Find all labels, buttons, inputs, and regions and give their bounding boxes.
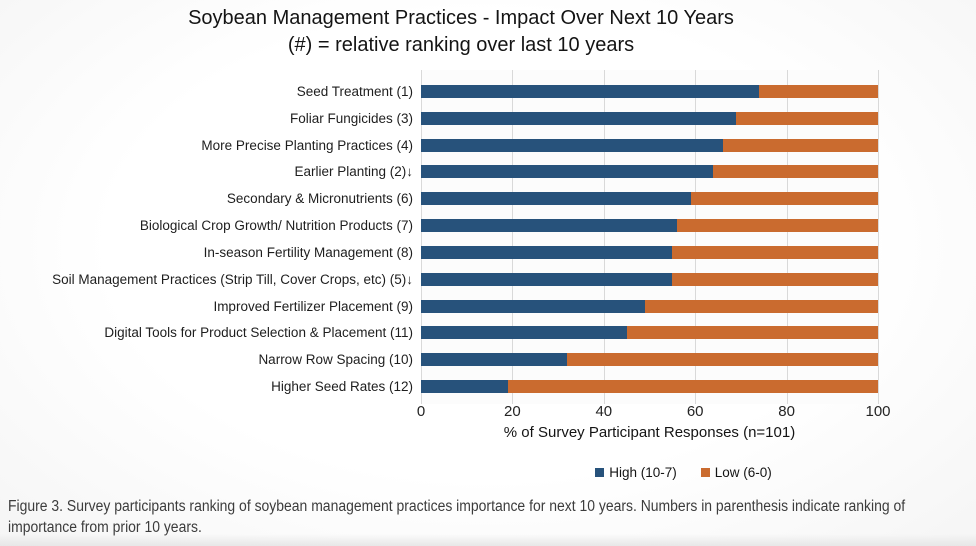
x-tick-label-80: 80 [778, 403, 795, 420]
category-label: Biological Crop Growth/ Nutrition Produc… [139, 218, 413, 234]
bar-track [421, 326, 878, 340]
bar-track [421, 353, 878, 367]
bar-row [421, 185, 878, 212]
category-label: Digital Tools for Product Selection & Pl… [104, 325, 413, 341]
category-label: Improved Fertilizer Placement (9) [213, 298, 413, 314]
category-label: Seed Treatment (1) [296, 83, 413, 99]
x-tick-label-100: 100 [865, 403, 891, 420]
category-label: Secondary & Micronutrients (6) [226, 191, 413, 207]
bar-segment-low [713, 165, 878, 179]
bar-track [421, 192, 878, 206]
x-tick-label-0: 0 [416, 403, 426, 420]
bar-segment-low [722, 138, 878, 152]
bar-segment-low [507, 380, 878, 394]
bar-segment-high [421, 85, 760, 98]
bar-segment-low [676, 219, 878, 233]
legend-label: Low (6-0) [714, 464, 772, 480]
category-label: Narrow Row Spacing (10) [258, 352, 413, 368]
chart-title-line1: Soybean Management Practices - Impact Ov… [188, 7, 734, 29]
bar-segment-low [626, 326, 878, 340]
gridline-100 [878, 70, 879, 404]
bottom-vignette [0, 534, 976, 546]
bar-row [421, 346, 878, 373]
x-axis-label: % of Survey Participant Responses (n=101… [503, 424, 796, 441]
bar-segment-low [672, 272, 878, 286]
plot-area [421, 70, 879, 404]
bar-segment-high [421, 138, 723, 152]
bar-row [421, 373, 878, 400]
bar-segment-high [421, 165, 714, 179]
bar-segment-low [759, 85, 878, 98]
bar-segment-low [567, 353, 878, 367]
chart-title: Soybean Management Practices - Impact Ov… [0, 5, 922, 59]
legend-swatch-icon [700, 467, 710, 477]
category-label: Earlier Planting (2)↓ [294, 164, 413, 180]
bar-track [421, 299, 878, 313]
bar-segment-high [421, 299, 645, 313]
bar-segment-low [736, 111, 878, 125]
bar-row [421, 105, 878, 132]
x-tick-label-40: 40 [595, 403, 613, 420]
category-label: Soil Management Practices (Strip Till, C… [52, 271, 413, 287]
gridline-80 [786, 70, 788, 404]
bar-row [421, 212, 878, 239]
gridline-0 [421, 70, 422, 404]
bar-row [421, 239, 878, 266]
bar-row [421, 319, 878, 346]
bar-segment-low [690, 192, 878, 206]
bar-segment-high [421, 326, 627, 340]
bar-rows [421, 78, 878, 400]
gridline-60 [695, 70, 697, 404]
x-tick-label-60: 60 [686, 403, 704, 420]
bar-track [421, 85, 878, 98]
x-axis-ticks: 0 20 40 60 80 100 [417, 403, 891, 421]
bar-segment-high [421, 272, 673, 286]
legend-swatch-icon [595, 467, 605, 477]
legend-item-high: High (10-7) [595, 465, 677, 480]
bar-row [421, 78, 878, 105]
bar-row [421, 132, 878, 159]
bar-track [421, 165, 878, 179]
legend-item-low: Low (6-0) [700, 464, 772, 480]
bar-track [421, 111, 878, 125]
bar-track [421, 272, 878, 286]
bar-segment-high [421, 245, 673, 259]
bar-segment-low [672, 245, 878, 259]
category-label: Foliar Fungicides (3) [289, 110, 413, 126]
bar-segment-high [421, 380, 508, 394]
bar-row [421, 266, 878, 293]
category-label: Higher Seed Rates (12) [271, 379, 413, 395]
bar-segment-high [421, 111, 737, 125]
bar-segment-low [644, 299, 878, 313]
bar-track [421, 219, 878, 233]
bar-track [421, 245, 878, 259]
gridline-20 [512, 70, 514, 404]
legend: High (10-7) Low (6-0) [455, 463, 912, 481]
category-label: In-season Fertility Management (8) [203, 244, 413, 260]
bar-segment-high [421, 192, 691, 206]
legend-label: High (10-7) [609, 464, 677, 480]
bar-row [421, 158, 878, 185]
bar-track [421, 138, 878, 152]
bar-segment-high [421, 219, 677, 233]
gridline-40 [603, 70, 605, 404]
bar-segment-high [421, 353, 568, 367]
category-label: More Precise Planting Practices (4) [201, 137, 413, 153]
category-axis: Seed Treatment (1) Foliar Fungicides (3) M… [0, 78, 413, 400]
x-tick-label-20: 20 [504, 403, 521, 420]
chart-title-line2: (#) = relative ranking over last 10 year… [287, 34, 635, 56]
figure-caption: Figure 3. Survey participants ranking of… [8, 498, 906, 536]
bar-row [421, 293, 878, 320]
bar-track [421, 380, 878, 394]
